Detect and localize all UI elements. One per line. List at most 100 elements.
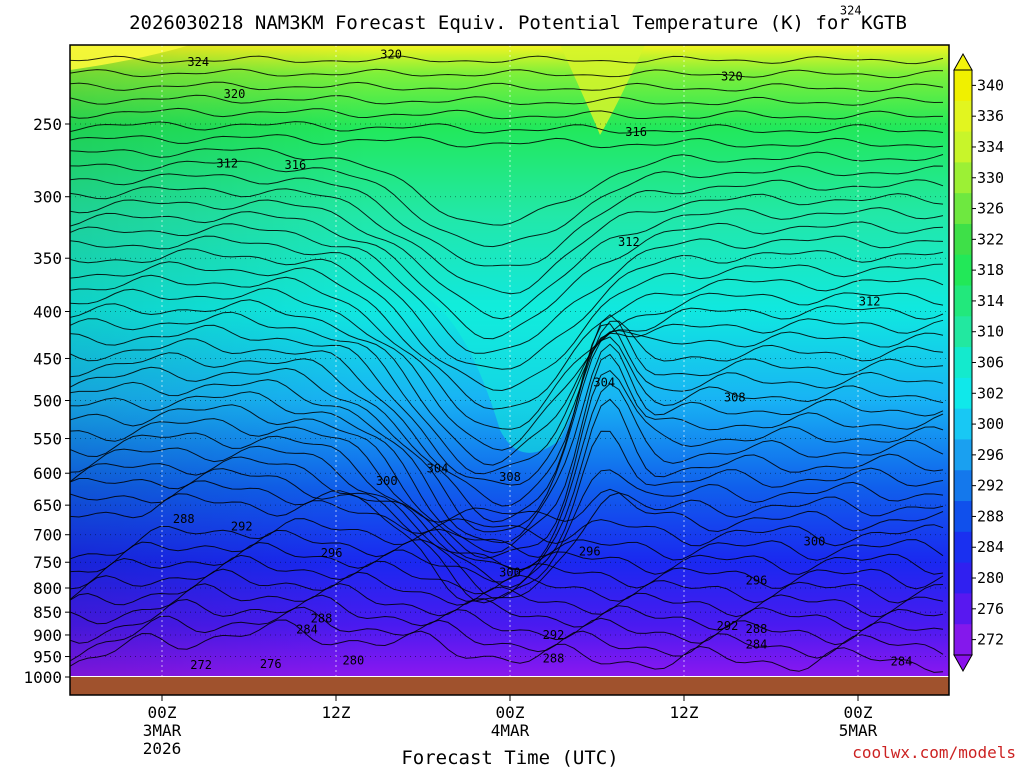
colorbar-label: 322 (977, 230, 1004, 248)
x-tick-date: 3MAR (143, 721, 182, 740)
colorbar-swatch (954, 162, 972, 194)
colorbar-label: 288 (977, 507, 1004, 525)
contour-label: 296 (746, 573, 768, 587)
contour-line (70, 529, 944, 575)
contour-label: 304 (427, 462, 449, 476)
contour-line (70, 468, 944, 602)
contour-label: 292 (231, 520, 253, 534)
contour-line (70, 430, 944, 599)
y-tick-label: 850 (33, 603, 62, 622)
colorbar-swatch (954, 347, 972, 379)
y-tick-label: 1000 (23, 668, 62, 687)
colorbar-label: 340 (977, 76, 1004, 94)
y-tick-label: 250 (33, 115, 62, 134)
contour-label: 316 (285, 158, 307, 172)
colorbar-label: 306 (977, 354, 1004, 372)
contour-line (70, 274, 944, 430)
colorbar-swatch (954, 70, 972, 102)
y-tick-label: 650 (33, 496, 62, 515)
contour-line (70, 261, 944, 410)
y-tick-label: 300 (33, 188, 62, 207)
colorbar-label: 302 (977, 384, 1004, 402)
x-axis-label: Forecast Time (UTC) (401, 747, 618, 768)
contour-label: 284 (891, 655, 913, 669)
contour-label: 280 (343, 654, 365, 668)
contour-line (70, 311, 944, 475)
contour-line (70, 353, 944, 554)
contour-line (70, 518, 944, 561)
contour-line (70, 81, 944, 93)
colorbar-swatch (954, 100, 972, 133)
contour-labels: 3283243283243243203203203163123163123123… (173, 3, 913, 672)
colorbar-swatch (954, 593, 972, 625)
y-tick-label: 600 (33, 464, 62, 483)
colorbar-label: 296 (977, 446, 1004, 464)
contour-line (70, 383, 944, 571)
contour-line (70, 55, 944, 65)
contour-line (70, 223, 944, 354)
contour-line (70, 369, 944, 559)
contour-line (70, 456, 944, 604)
contour-line (70, 160, 944, 248)
contour-label: 320 (380, 47, 402, 61)
contour-label: 300 (804, 535, 826, 549)
contour-label: 296 (321, 546, 343, 560)
contour-line (70, 314, 944, 507)
y-tick-label: 700 (33, 526, 62, 545)
contour-line (70, 121, 944, 134)
contour-line (70, 299, 944, 466)
contour-line (70, 480, 944, 533)
contour-line (70, 619, 944, 673)
colorbar-label: 280 (977, 569, 1004, 587)
x-tick-year: 2026 (143, 739, 182, 758)
contour-label: 272 (190, 658, 212, 672)
contour-line (70, 493, 944, 547)
contour-label: 284 (296, 623, 318, 637)
colorbar-label: 292 (977, 477, 1004, 495)
contour-line (70, 398, 944, 589)
contour-line (70, 320, 944, 486)
contour-line (70, 173, 944, 267)
colorbar-swatch (954, 377, 972, 410)
contour-label: 288 (173, 512, 195, 526)
contour-line (70, 343, 944, 544)
contour-line (70, 594, 944, 646)
colorbar-label: 300 (977, 415, 1004, 433)
colorbar-swatch (954, 254, 972, 287)
colorbar-swatch (954, 285, 972, 317)
contour-line (70, 94, 944, 106)
colorbar-swatch (954, 562, 972, 594)
y-tick-label: 800 (33, 579, 62, 598)
x-tick-label: 12Z (670, 703, 699, 722)
contour-label: 308 (499, 470, 521, 484)
contour-label: 308 (724, 390, 746, 404)
contour-label: 304 (593, 376, 615, 390)
colorbar-label: 272 (977, 631, 1004, 649)
colorbar-label: 334 (977, 138, 1004, 156)
colorbar-label: 330 (977, 169, 1004, 187)
contour-line (70, 235, 944, 370)
contour-label: 292 (717, 619, 739, 633)
contour-label: 324 (187, 55, 209, 69)
colorbar-label: 336 (977, 107, 1004, 125)
colorbar-label: 318 (977, 261, 1004, 279)
x-tick-label: 00Z (844, 703, 873, 722)
y-tick-label: 350 (33, 249, 62, 268)
x-tick-label: 00Z (496, 703, 525, 722)
y-tick-label: 950 (33, 648, 62, 667)
colorbar-label: 314 (977, 292, 1004, 310)
colorbar-swatch (954, 131, 972, 163)
contour-line (70, 211, 944, 340)
x-tick-label: 12Z (322, 703, 351, 722)
y-tick-label: 450 (33, 349, 62, 368)
y-tick-label: 750 (33, 553, 62, 572)
contour-label: 288 (311, 612, 333, 626)
contour-line (70, 287, 944, 451)
contour-line (70, 147, 944, 226)
colorbar-label: 310 (977, 323, 1004, 341)
colorbar-swatch (954, 223, 972, 256)
contour-label: 312 (618, 235, 640, 249)
colorbar-swatch (954, 316, 972, 348)
